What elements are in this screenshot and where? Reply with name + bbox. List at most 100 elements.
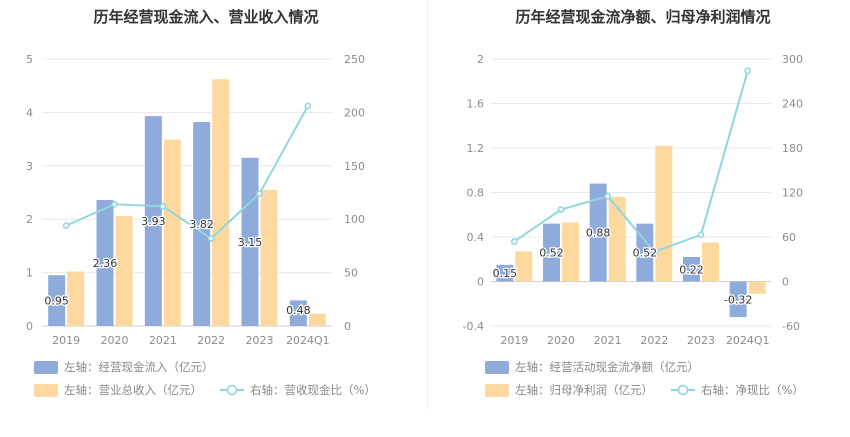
chart2-legend-line-marker bbox=[677, 384, 689, 396]
chart1-left-tick-label: 0 bbox=[26, 320, 33, 333]
chart2-legend-swatch-1 bbox=[485, 361, 509, 374]
chart2-secondary-bar bbox=[562, 222, 579, 282]
chart1-data-label: 0.95 bbox=[44, 295, 69, 308]
chart2-secondary-bar bbox=[702, 242, 719, 282]
chart2-ratio-point bbox=[510, 238, 518, 245]
chart2-left-tick-label: 0.4 bbox=[467, 231, 485, 244]
chart1-x-tick-label: 2023 bbox=[246, 334, 274, 347]
chart2-primary-bar bbox=[636, 223, 654, 282]
chart1-legend-swatch-1 bbox=[34, 361, 58, 374]
chart2-left-tick-label: 1.6 bbox=[467, 98, 485, 111]
chart2-title: 历年经营现金流净额、归母净利润情况 bbox=[515, 8, 770, 26]
chart1-legend-label-1: 左轴：经营现金流入（亿元） bbox=[64, 360, 214, 374]
chart2-data-label: 0.88 bbox=[586, 227, 611, 240]
chart2-right-tick-label: 120 bbox=[782, 187, 803, 200]
chart1-right-tick-label: 50 bbox=[344, 267, 358, 280]
chart1-primary-bar bbox=[241, 157, 259, 326]
chart1-ratio-point bbox=[304, 102, 312, 110]
chart1-legend-label-3: 右轴：营收现金比（%） bbox=[250, 383, 376, 397]
chart1-data-label: 0.48 bbox=[286, 304, 311, 317]
chart1-data-label: 3.15 bbox=[238, 236, 263, 249]
chart2-legend-label-1: 左轴：经营活动现金流净额（亿元） bbox=[515, 360, 699, 374]
chart1-primary-bar bbox=[96, 199, 114, 326]
chart2-ratio-point bbox=[697, 231, 705, 239]
chart2-right-tick-label: 300 bbox=[782, 53, 803, 66]
chart2-ratio-line bbox=[513, 70, 749, 254]
chart2-left-tick-label: 1.2 bbox=[467, 142, 485, 155]
chart2-left-tick-label: 0.8 bbox=[467, 187, 485, 200]
chart1-ratio-point bbox=[256, 190, 263, 197]
chart1-left-tick-label: 4 bbox=[26, 106, 33, 119]
chart2-left-tick-label: -0.4 bbox=[463, 320, 484, 333]
chart2-right-tick-label: -60 bbox=[782, 320, 800, 333]
chart1-ratio-point bbox=[159, 202, 167, 210]
chart2-x-tick-label: 2019 bbox=[500, 334, 528, 347]
chart1-right-tick-label: 200 bbox=[344, 106, 365, 119]
chart1-x-tick-label: 2020 bbox=[101, 334, 129, 347]
chart2-data-label: 0.52 bbox=[633, 247, 658, 260]
chart2-x-tick-label: 2023 bbox=[687, 334, 715, 347]
chart1-primary-bar bbox=[48, 275, 66, 326]
chart1-ratio-line bbox=[65, 105, 309, 240]
chart2-primary-bar bbox=[683, 257, 700, 282]
chart2-x-tick-label: 2021 bbox=[594, 334, 622, 347]
chart1-data-label: 3.93 bbox=[141, 215, 166, 228]
chart2-right-tick-label: 240 bbox=[782, 98, 803, 111]
chart2-data-label: 0.15 bbox=[493, 267, 518, 280]
chart1-right-tick-label: 250 bbox=[344, 53, 365, 66]
chart2-left-tick-label: 0 bbox=[477, 276, 484, 289]
chart2-legend-label-3: 右轴：净现比（%） bbox=[701, 383, 804, 397]
chart1-ratio-point bbox=[111, 200, 118, 208]
chart1-x-tick-label: 2024Q1 bbox=[286, 334, 330, 347]
chart1-left-tick-label: 2 bbox=[26, 213, 33, 226]
chart2-x-tick-label: 2022 bbox=[640, 334, 668, 347]
chart2-ratio-point bbox=[604, 192, 612, 200]
chart1-secondary-bar bbox=[67, 271, 85, 326]
chart1-x-tick-label: 2022 bbox=[197, 334, 225, 347]
chart1-legend-line-marker bbox=[226, 384, 238, 396]
chart2-legend-swatch-2 bbox=[485, 384, 509, 397]
chart1-right-tick-label: 150 bbox=[344, 160, 365, 173]
chart1-left-tick-label: 1 bbox=[26, 267, 33, 280]
chart1-secondary-bar bbox=[212, 79, 230, 327]
chart1-title: 历年经营现金流入、营业收入情况 bbox=[93, 8, 318, 26]
chart2-primary-bar bbox=[589, 183, 607, 282]
chart1-x-tick-label: 2019 bbox=[52, 334, 80, 347]
chart2-secondary-bar bbox=[608, 196, 626, 282]
chart2-legend-label-2: 左轴：归母净利润（亿元） bbox=[515, 383, 653, 397]
chart2-secondary-bar bbox=[655, 145, 673, 282]
chart2-right-tick-label: 60 bbox=[782, 231, 796, 244]
chart1-secondary-bar bbox=[260, 189, 278, 326]
chart2-primary-bar bbox=[496, 264, 514, 282]
chart1-x-tick-label: 2021 bbox=[149, 334, 177, 347]
chart2-ratio-point bbox=[557, 206, 565, 213]
chart2-data-label: 0.52 bbox=[539, 247, 564, 260]
chart2-secondary-bar bbox=[748, 281, 766, 294]
chart2-primary-bar bbox=[543, 223, 560, 282]
chart1-primary-bar bbox=[193, 122, 211, 327]
chart2-data-label: 0.22 bbox=[679, 263, 704, 276]
chart1-left-tick-label: 5 bbox=[26, 53, 33, 66]
chart1-left-tick-label: 3 bbox=[26, 160, 33, 173]
chart2-right-tick-label: 180 bbox=[782, 142, 803, 155]
chart2-x-tick-label: 2020 bbox=[547, 334, 575, 347]
panel-divider bbox=[427, 0, 428, 410]
chart1-right-tick-label: 0 bbox=[344, 320, 351, 333]
chart2-data-label: -0.32 bbox=[724, 293, 752, 306]
chart1-legend-label-2: 左轴：营业总收入（亿元） bbox=[64, 383, 202, 397]
chart2-secondary-bar bbox=[515, 251, 533, 282]
chart2-right-tick-label: 0 bbox=[782, 276, 789, 289]
chart1-secondary-bar bbox=[115, 215, 133, 326]
chart1-ratio-point bbox=[62, 222, 70, 230]
chart1-primary-bar bbox=[289, 300, 307, 326]
chart2-left-tick-label: 2 bbox=[477, 53, 484, 66]
chart1-right-tick-label: 100 bbox=[344, 213, 365, 226]
chart2-ratio-point bbox=[744, 67, 752, 75]
chart1-primary-bar bbox=[144, 116, 162, 326]
chart2-ratio-point bbox=[650, 248, 658, 256]
chart2-x-tick-label: 2024Q1 bbox=[726, 334, 770, 347]
chart1-legend-swatch-2 bbox=[34, 384, 58, 397]
chart1-ratio-point bbox=[207, 235, 215, 242]
chart1-data-label: 3.82 bbox=[189, 218, 214, 231]
